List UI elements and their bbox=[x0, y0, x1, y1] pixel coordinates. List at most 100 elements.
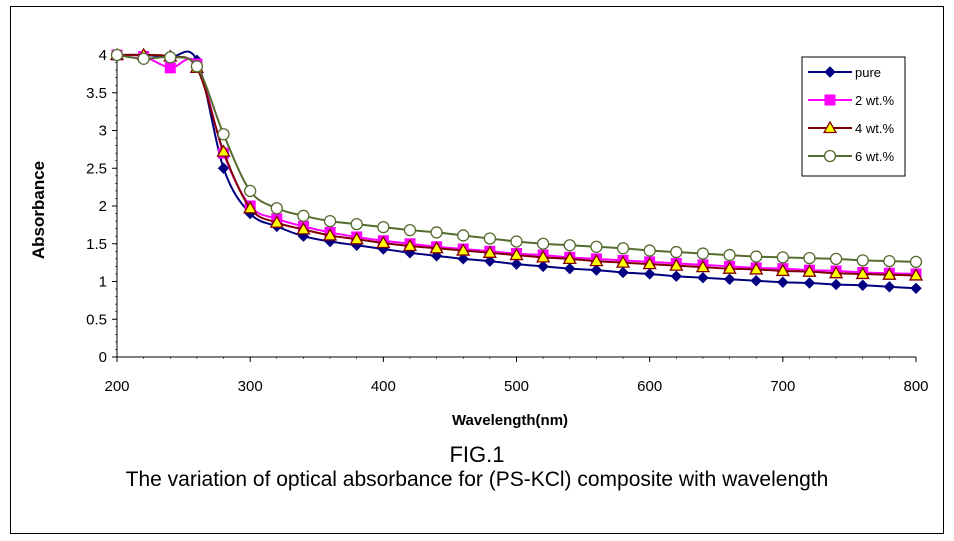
data-point-4wt bbox=[269, 215, 284, 228]
data-point-4wt bbox=[216, 144, 231, 157]
data-point-pure bbox=[217, 162, 230, 174]
figure-caption: The variation of optical absorbance for … bbox=[125, 468, 829, 491]
data-point-6wt bbox=[483, 232, 497, 245]
legend-marker-4wt bbox=[822, 120, 838, 134]
data-point-pure bbox=[723, 273, 736, 285]
data-point-6wt bbox=[909, 255, 923, 269]
data-point-4wt bbox=[908, 268, 924, 281]
data-point-6wt bbox=[137, 52, 150, 65]
y-tick-label: 1.5 bbox=[86, 236, 107, 253]
data-point-6wt bbox=[856, 254, 869, 267]
data-point-6wt bbox=[829, 252, 843, 266]
data-point-6wt bbox=[643, 244, 656, 257]
data-point-pure bbox=[697, 272, 709, 284]
y-tick-label: 1 bbox=[99, 274, 107, 291]
data-point-6wt bbox=[750, 250, 763, 263]
data-point-pure bbox=[537, 260, 549, 273]
data-point-6wt bbox=[323, 214, 337, 228]
data-point-4wt bbox=[402, 238, 418, 252]
data-point-4wt bbox=[828, 265, 844, 279]
x-tick-label: 700 bbox=[770, 378, 795, 395]
data-point-6wt bbox=[616, 242, 630, 255]
data-point-4wt bbox=[855, 266, 870, 280]
data-point-4wt bbox=[296, 222, 311, 235]
data-point-4wt bbox=[349, 231, 364, 245]
data-point-4wt bbox=[429, 240, 444, 254]
figure-label: FIG.1 bbox=[449, 442, 505, 467]
data-point-pure bbox=[777, 276, 789, 288]
data-point-4wt bbox=[482, 245, 497, 258]
data-point-4wt bbox=[775, 263, 790, 277]
data-point-4wt bbox=[882, 267, 897, 280]
data-point-4wt bbox=[562, 251, 577, 265]
data-point-6wt bbox=[350, 217, 363, 231]
x-tick-label: 300 bbox=[238, 378, 263, 395]
y-tick-label: 0.5 bbox=[86, 311, 107, 328]
data-point-6wt bbox=[457, 229, 470, 242]
data-point-6wt bbox=[270, 202, 283, 215]
chart-series bbox=[109, 47, 924, 295]
data-point-pure bbox=[857, 279, 869, 291]
data-point-6wt bbox=[776, 251, 789, 264]
data-point-4wt bbox=[669, 258, 684, 271]
data-point-4wt bbox=[376, 235, 391, 249]
y-tick-label: 3.5 bbox=[86, 85, 107, 102]
data-point-4wt bbox=[536, 250, 551, 263]
data-point-pure bbox=[643, 268, 656, 280]
chart-axes: 0 0.5 1 1.5 2 2.5 3 3.5 4 200 300 400 500 600 700 800 bbox=[86, 47, 928, 395]
y-tick-label: 4 bbox=[99, 47, 107, 64]
data-point-6wt bbox=[244, 184, 257, 198]
data-point-4wt bbox=[615, 255, 631, 268]
data-point-pure bbox=[564, 262, 576, 275]
data-point-pure bbox=[670, 270, 683, 282]
data-point-pure bbox=[484, 255, 496, 267]
data-point-6wt bbox=[190, 60, 204, 73]
legend-label-2wt: 2 wt.% bbox=[855, 93, 894, 108]
data-point-6wt bbox=[297, 209, 310, 222]
legend-label-4wt: 4 wt.% bbox=[855, 121, 894, 136]
data-point-pure bbox=[883, 281, 896, 293]
data-point-4wt bbox=[589, 253, 604, 267]
data-point-4wt bbox=[456, 243, 471, 256]
data-point-4wt bbox=[509, 247, 524, 261]
legend-marker-6wt bbox=[823, 149, 837, 163]
data-point-6wt bbox=[803, 251, 816, 265]
data-point-4wt bbox=[802, 264, 817, 277]
legend-marker-2wt bbox=[824, 94, 836, 106]
x-tick-label: 500 bbox=[504, 378, 529, 395]
data-point-4wt bbox=[243, 200, 258, 214]
data-point-pure bbox=[617, 266, 629, 279]
y-tick-label: 2.5 bbox=[86, 160, 107, 177]
x-tick-label: 400 bbox=[371, 378, 396, 395]
data-point-6wt bbox=[563, 239, 576, 252]
data-point-pure bbox=[510, 258, 523, 270]
data-point-pure bbox=[803, 277, 816, 289]
data-point-pure bbox=[457, 253, 469, 265]
data-point-pure bbox=[830, 278, 842, 291]
data-point-6wt bbox=[164, 51, 177, 64]
series-6wt bbox=[110, 48, 923, 269]
legend-marker-pure bbox=[824, 66, 836, 78]
data-point-6wt bbox=[217, 128, 230, 141]
y-tick-label: 3 bbox=[99, 123, 107, 140]
data-point-4wt bbox=[322, 228, 338, 241]
data-point-pure bbox=[750, 275, 762, 287]
absorbance-chart: 0 0.5 1 1.5 2 2.5 3 3.5 4 200 300 400 500 600 700 800 p… bbox=[29, 47, 929, 429]
x-tick-label: 600 bbox=[637, 378, 662, 395]
x-tick-label: 200 bbox=[104, 378, 129, 395]
data-point-2wt bbox=[164, 62, 176, 74]
chart-legend: pure 2 wt.% 4 wt.% 6 wt.% bbox=[801, 56, 906, 177]
data-point-6wt bbox=[723, 248, 736, 262]
data-point-6wt bbox=[510, 235, 523, 248]
data-point-6wt bbox=[536, 237, 550, 250]
legend-label-6wt: 6 wt.% bbox=[855, 149, 894, 164]
y-tick-label: 0 bbox=[99, 349, 107, 366]
series-line-6wt bbox=[116, 54, 917, 263]
data-point-6wt bbox=[430, 226, 443, 239]
y-tick-label: 2 bbox=[99, 198, 107, 215]
data-point-pure bbox=[910, 282, 922, 295]
x-axis-title: Wavelength(nm) bbox=[452, 412, 568, 429]
y-axis-title: Absorbance bbox=[29, 161, 48, 259]
x-tick-label: 800 bbox=[903, 378, 928, 395]
data-point-6wt bbox=[377, 220, 390, 234]
